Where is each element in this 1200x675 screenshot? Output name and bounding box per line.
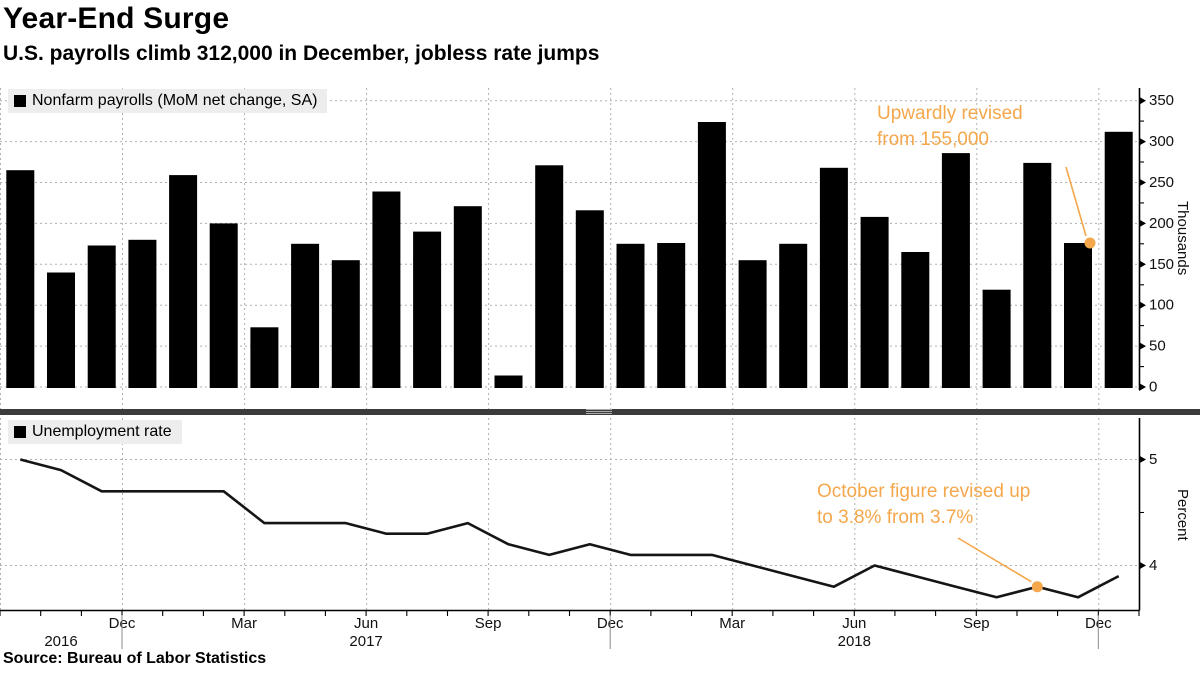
payrolls-bar <box>982 289 1011 388</box>
payrolls-bar <box>250 327 279 388</box>
payrolls-bar <box>738 260 767 388</box>
y-tick-label: 350 <box>1149 92 1174 109</box>
y-tick-label: 300 <box>1149 133 1174 150</box>
annotation-dot <box>1084 237 1096 249</box>
y-tick-label: 250 <box>1149 174 1174 191</box>
y-tick-label: 0 <box>1149 379 1157 396</box>
payrolls-bar <box>1023 162 1052 388</box>
payrolls-bar <box>1064 243 1092 388</box>
y-tick-label: 4 <box>1149 557 1157 574</box>
payrolls-bar <box>413 231 442 388</box>
axis-tick-arrow <box>1139 137 1146 146</box>
axis-tick-arrow <box>1139 561 1146 570</box>
page-title: Year-End Surge <box>3 2 230 35</box>
payrolls-bar <box>779 243 808 388</box>
payrolls-bar <box>209 223 238 388</box>
axis-tick-arrow <box>1139 96 1146 105</box>
x-year-label: 2016 <box>44 633 77 650</box>
payrolls-bar <box>616 243 645 388</box>
y-axis-unit-percent: Percent <box>1174 488 1191 541</box>
x-year-label: 2017 <box>349 633 382 650</box>
payrolls-bar <box>331 260 360 388</box>
y-tick-label: 50 <box>1149 338 1166 355</box>
annotation-unemployment-revision: October figure revised up to 3.8% from 3… <box>817 479 1030 531</box>
legend-unemployment: Unemployment rate <box>8 420 182 444</box>
y-tick-label: 200 <box>1149 215 1174 232</box>
annotation-line: from 155,000 <box>877 129 989 150</box>
annotation-dot <box>1031 581 1043 593</box>
axis-tick-arrow <box>1139 219 1146 228</box>
payrolls-bar <box>1104 131 1133 389</box>
payrolls-bar <box>860 216 889 388</box>
x-tick-label: Sep <box>475 615 502 632</box>
payrolls-bar <box>494 375 523 388</box>
annotation-leader-line <box>1065 166 1087 237</box>
legend-unemployment-label: Unemployment rate <box>32 423 172 440</box>
x-tick-label: Mar <box>719 615 745 632</box>
x-tick-label: Mar <box>231 615 257 632</box>
axis-tick-arrow <box>1139 260 1146 269</box>
axis-tick-arrow <box>1139 455 1146 464</box>
x-tick-label: Sep <box>963 615 990 632</box>
x-tick-label: Jun <box>354 615 378 632</box>
payrolls-bar <box>575 210 604 388</box>
payrolls-bar <box>535 165 564 388</box>
payrolls-bar <box>453 206 482 388</box>
annotation-leader-line <box>957 537 1032 583</box>
payrolls-bar <box>47 272 75 388</box>
legend-payrolls: Nonfarm payrolls (MoM net change, SA) <box>8 89 328 113</box>
unemployment-line <box>19 458 1120 599</box>
panel-divider-grip-icon[interactable] <box>586 409 612 415</box>
source-credit: Source: Bureau of Labor Statistics <box>3 650 267 667</box>
payrolls-bar <box>657 243 686 388</box>
legend-payrolls-label: Nonfarm payrolls (MoM net change, SA) <box>32 92 318 109</box>
y-tick-label: 150 <box>1149 256 1174 273</box>
legend-swatch-icon <box>14 95 26 107</box>
payrolls-bar <box>128 239 157 388</box>
page-subtitle: U.S. payrolls climb 312,000 in December,… <box>3 42 600 65</box>
payrolls-bar <box>87 245 116 388</box>
y-tick-label: 100 <box>1149 297 1174 314</box>
payrolls-bar <box>697 122 726 388</box>
y-tick-label: 5 <box>1149 451 1157 468</box>
payrolls-bar <box>291 243 320 388</box>
axis-tick-arrow <box>1139 342 1146 351</box>
axis-tick-arrow <box>1139 178 1146 187</box>
payrolls-bar <box>6 170 35 388</box>
payrolls-bar <box>819 167 848 388</box>
annotation-line: Upwardly revised <box>877 103 1023 124</box>
x-tick-label: Jun <box>842 615 866 632</box>
axis-tick-arrow <box>1139 383 1146 391</box>
payrolls-bar <box>169 175 198 388</box>
annotation-line: October figure revised up <box>817 481 1031 502</box>
payrolls-bar <box>941 153 970 388</box>
annotation-payrolls-revision: Upwardly revised from 155,000 <box>877 101 1023 153</box>
legend-swatch-icon <box>14 426 26 438</box>
payrolls-bar <box>372 191 401 388</box>
annotation-line: to 3.8% from 3.7% <box>817 507 974 528</box>
payrolls-bar <box>901 252 930 388</box>
y-axis-unit-thousands: Thousands <box>1174 200 1191 276</box>
x-year-label: 2018 <box>838 633 871 650</box>
axis-tick-arrow <box>1139 301 1146 310</box>
